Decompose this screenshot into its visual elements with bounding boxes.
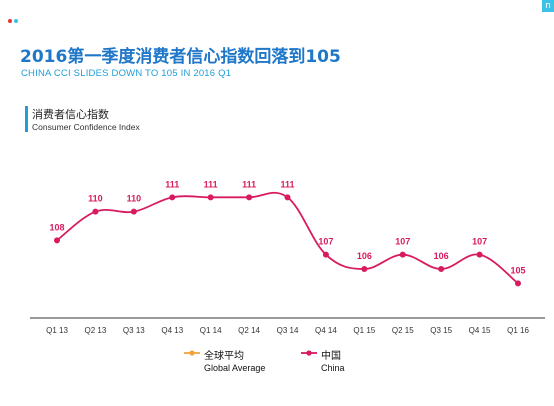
x-tick-label: Q2 15 bbox=[392, 326, 414, 335]
china-data-label: 110 bbox=[127, 194, 142, 204]
china-data-label: 106 bbox=[357, 251, 372, 261]
china-data-point bbox=[438, 266, 445, 272]
legend-china-sublabel: China bbox=[321, 363, 345, 373]
china-data-point bbox=[54, 237, 60, 244]
corner-decoration bbox=[8, 8, 28, 23]
x-tick-label: Q3 14 bbox=[277, 326, 299, 335]
x-tick-label: Q1 14 bbox=[200, 326, 222, 335]
china-data-label: 111 bbox=[204, 179, 218, 189]
legend-global-label: 全球平均 bbox=[204, 351, 244, 362]
china-data-point bbox=[92, 208, 99, 215]
x-tick-label: Q1 16 bbox=[507, 326, 529, 335]
china-data-point bbox=[169, 194, 176, 201]
china-series-line bbox=[56, 191, 519, 285]
legend-china-label: 中国 bbox=[321, 351, 341, 362]
legend-global-sublabel: Global Average bbox=[204, 363, 266, 373]
china-data-label: 111 bbox=[165, 179, 179, 189]
legend-china-dot-icon bbox=[306, 350, 312, 356]
index-accent-bar bbox=[25, 106, 28, 132]
x-tick-label: Q3 13 bbox=[123, 326, 145, 335]
china-data-point bbox=[476, 251, 483, 258]
china-data-label: 108 bbox=[49, 222, 64, 232]
china-data-point bbox=[130, 208, 137, 215]
china-data-point bbox=[515, 280, 521, 287]
china-data-label: 107 bbox=[472, 237, 487, 247]
china-data-label: 111 bbox=[280, 179, 294, 189]
page-title: 2016第一季度消费者信心指数回落到105 bbox=[20, 47, 341, 67]
x-tick-label: Q1 15 bbox=[353, 326, 375, 335]
china-data-point bbox=[246, 194, 253, 201]
china-data-label: 106 bbox=[434, 251, 449, 261]
corner-logo-icon: n bbox=[542, 0, 554, 12]
x-tick-label: Q2 14 bbox=[238, 326, 260, 335]
china-data-label: 107 bbox=[395, 237, 410, 247]
china-data-label: 111 bbox=[242, 179, 256, 189]
x-tick-label: Q4 15 bbox=[469, 326, 491, 335]
china-data-point bbox=[284, 194, 291, 201]
x-tick-label: Q4 14 bbox=[315, 326, 337, 335]
x-tick-label: Q3 15 bbox=[430, 326, 452, 335]
index-title-cn: 消费者信心指数 bbox=[32, 108, 109, 121]
china-data-label: 107 bbox=[318, 237, 333, 247]
china-data-point bbox=[399, 251, 406, 258]
page-subtitle: CHINA CCI SLIDES DOWN TO 105 IN 2016 Q1 bbox=[21, 68, 232, 79]
china-data-point bbox=[207, 194, 214, 201]
china-data-label: 105 bbox=[510, 265, 525, 275]
legend-global-dot-icon bbox=[189, 350, 195, 356]
china-data-point bbox=[322, 251, 329, 258]
china-data-label: 110 bbox=[88, 194, 103, 204]
x-tick-label: Q1 13 bbox=[46, 326, 68, 335]
x-tick-label: Q2 13 bbox=[85, 326, 107, 335]
index-title-en: Consumer Confidence Index bbox=[32, 122, 140, 132]
china-data-point bbox=[361, 266, 368, 272]
x-tick-label: Q4 13 bbox=[161, 326, 183, 335]
